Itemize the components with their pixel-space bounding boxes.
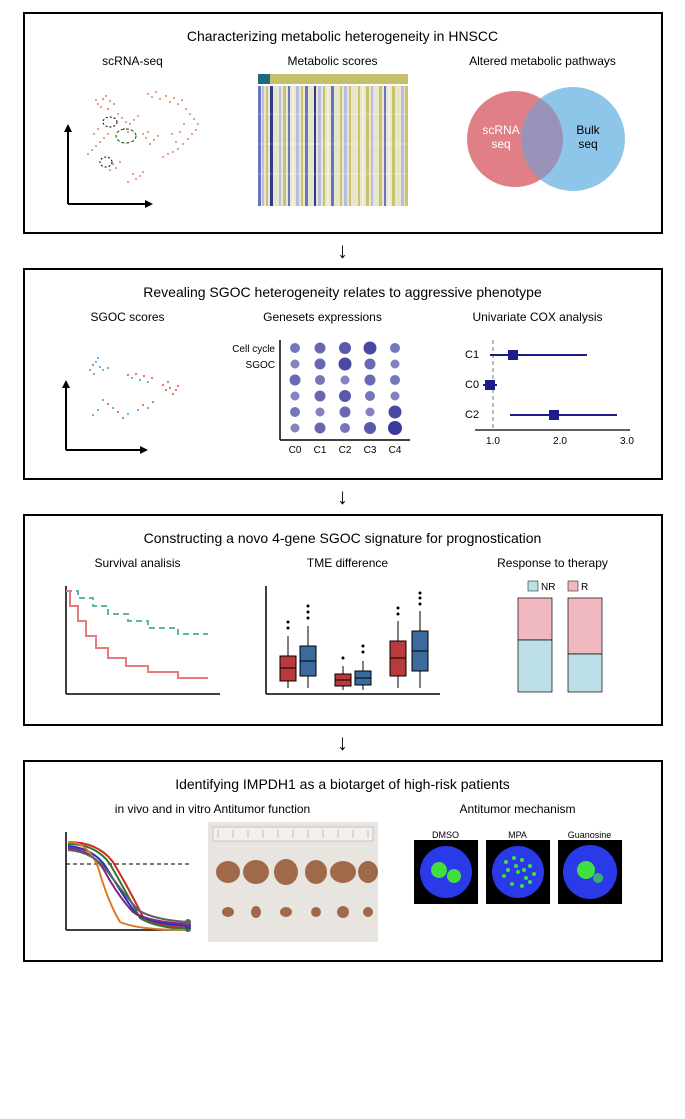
tumor-photo: [208, 822, 378, 942]
col-mechanism: Antitumor mechanism DMSO MPA: [393, 802, 643, 904]
panel-sgoc: Revealing SGOC heterogeneity relates to …: [23, 268, 663, 480]
svg-text:C3: C3: [364, 445, 377, 456]
scrna-tsne-plot: [48, 74, 218, 214]
cox-label: Univariate COX analysis: [472, 310, 602, 324]
panel3-title: Constructing a novo 4-gene SGOC signatur…: [43, 530, 643, 546]
col-sgoc-scores: SGOC scores: [43, 310, 213, 460]
cell-images-row: DMSO MPA: [414, 830, 622, 904]
cell-img-mpa: [486, 840, 550, 904]
panel4-row: in vivo and in vitro Antitumor function: [43, 802, 643, 942]
col-cox: Univariate COX analysis 1.0 2.0 3.0 C1 C0: [433, 310, 643, 460]
svg-text:R: R: [581, 582, 588, 593]
svg-text:C2: C2: [465, 409, 479, 421]
therapy-stacked: NR R: [468, 576, 638, 706]
metab-label: Metabolic scores: [287, 54, 377, 68]
col-metabolic: Metabolic scores: [243, 54, 423, 214]
svg-text:seq: seq: [578, 137, 597, 151]
tme-boxplot: [248, 576, 448, 706]
label-guanosine: Guanosine: [568, 830, 612, 840]
arrow-3: ↓: [337, 732, 348, 754]
scrna-label: scRNA-seq: [102, 54, 163, 68]
svg-text:1.0: 1.0: [486, 436, 500, 447]
svg-text:C1: C1: [314, 445, 327, 456]
col-invivo: in vivo and in vitro Antitumor function: [43, 802, 383, 942]
col-scrna: scRNA-seq: [43, 54, 223, 214]
arrow-2: ↓: [337, 486, 348, 508]
cell-img-dmso: [414, 840, 478, 904]
panel-impdh1: Identifying IMPDH1 as a biotarget of hig…: [23, 760, 663, 962]
km-plot: [48, 576, 228, 706]
svg-text:NR: NR: [541, 582, 555, 593]
row-cellcycle: Cell cycle: [232, 344, 275, 355]
therapy-label: Response to therapy: [497, 556, 608, 570]
panel3-row: Survival analisis TME difference: [43, 556, 643, 706]
svg-text:C1: C1: [465, 349, 479, 361]
panel1-row: scRNA-seq: [43, 54, 643, 214]
mech-label: Antitumor mechanism: [459, 802, 575, 816]
invivo-label: in vivo and in vitro Antitumor function: [115, 802, 310, 816]
panel-characterizing: Characterizing metabolic heterogeneity i…: [23, 12, 663, 234]
panel1-title: Characterizing metabolic heterogeneity i…: [43, 28, 643, 44]
panel-signature: Constructing a novo 4-gene SGOC signatur…: [23, 514, 663, 726]
svg-text:C0: C0: [465, 379, 479, 391]
cox-forest: 1.0 2.0 3.0 C1 C0 C2: [435, 330, 640, 460]
label-mpa: MPA: [508, 830, 527, 840]
metabolic-heatmap: [248, 74, 418, 214]
sgoc-tsne: [48, 330, 208, 460]
col-venn: Altered metabolic pathways scRNA seq Bul…: [443, 54, 643, 214]
cell-img-guanosine: [558, 840, 622, 904]
venn-label: Altered metabolic pathways: [469, 54, 616, 68]
geneset-label: Genesets expressions: [263, 310, 382, 324]
svg-text:3.0: 3.0: [620, 436, 634, 447]
geneset-dotplot: Cell cycle SGOC C0 C1 C2 C3 C4: [220, 330, 425, 460]
svg-text:C2: C2: [339, 445, 352, 456]
svg-text:2.0: 2.0: [553, 436, 567, 447]
cell-mpa: MPA: [486, 830, 550, 904]
col-tme: TME difference: [243, 556, 453, 706]
arrow-1: ↓: [337, 240, 348, 262]
venn-diagram: scRNA seq Bulk seq: [443, 74, 643, 214]
cell-dmso: DMSO: [414, 830, 478, 904]
scores-label: SGOC scores: [90, 310, 164, 324]
row-sgoc: SGOC: [246, 360, 275, 371]
col-survival: Survival analisis: [43, 556, 233, 706]
panel4-title: Identifying IMPDH1 as a biotarget of hig…: [43, 776, 643, 792]
panel2-title: Revealing SGOC heterogeneity relates to …: [43, 284, 643, 300]
cell-guanosine: Guanosine: [558, 830, 622, 904]
svg-text:Bulk: Bulk: [576, 123, 600, 137]
col-genesets: Genesets expressions Cell cycle SGOC C0C…: [218, 310, 428, 460]
svg-text:scRNA: scRNA: [482, 123, 519, 137]
panel2-row: SGOC scores: [43, 310, 643, 460]
svg-text:seq: seq: [491, 137, 510, 151]
survival-label: Survival analisis: [94, 556, 180, 570]
label-dmso: DMSO: [432, 830, 459, 840]
svg-text:C0: C0: [289, 445, 302, 456]
tme-label: TME difference: [307, 556, 388, 570]
dose-response: [48, 822, 198, 942]
svg-text:C4: C4: [389, 445, 402, 456]
col-therapy: Response to therapy NR R: [463, 556, 643, 706]
